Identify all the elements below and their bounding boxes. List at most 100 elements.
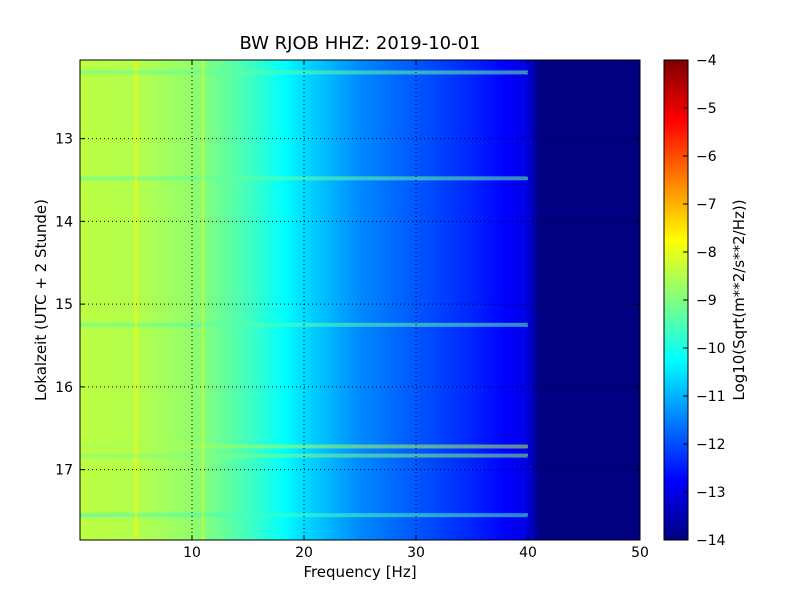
heatmap-column xyxy=(516,60,521,540)
heatmap-column xyxy=(334,60,339,540)
heatmap-column xyxy=(259,60,263,540)
heatmap-column xyxy=(589,60,593,540)
heatmap-column xyxy=(105,60,109,540)
heatmap-column xyxy=(194,60,199,540)
heatmap-column xyxy=(444,60,448,540)
x-tick-label: 20 xyxy=(295,545,313,561)
heatmap-column xyxy=(253,60,257,540)
heatmap-column xyxy=(477,60,481,540)
heatmap-column xyxy=(424,60,428,540)
heatmap-column xyxy=(290,60,294,540)
grid-lines xyxy=(80,60,640,540)
heatmap-column xyxy=(161,60,165,540)
heatmap-column xyxy=(491,60,495,540)
heatmap-column xyxy=(404,60,409,540)
heatmap-column xyxy=(320,60,325,540)
heatmap-column xyxy=(435,60,439,540)
heatmap-column xyxy=(418,60,423,540)
heatmap-column xyxy=(203,60,207,540)
heatmap-column xyxy=(102,60,106,540)
heatmap-column xyxy=(292,60,297,540)
heatmap-column xyxy=(94,60,98,540)
heatmap-column xyxy=(533,60,537,540)
heatmap-column xyxy=(172,60,176,540)
heatmap-frequency-lines xyxy=(135,60,205,540)
heatmap-column xyxy=(466,60,470,540)
heatmap-column xyxy=(374,60,378,540)
colorbar-tick-label: −12 xyxy=(696,437,726,453)
heatmap-column xyxy=(284,60,288,540)
heatmap-column xyxy=(430,60,434,540)
heatmap-column xyxy=(441,60,445,540)
heatmap-column xyxy=(351,60,355,540)
heatmap-column xyxy=(231,60,235,540)
heatmap-column xyxy=(455,60,459,540)
heatmap-column xyxy=(558,60,563,540)
heatmap-column xyxy=(469,60,473,540)
y-tick-label: 14 xyxy=(55,214,73,230)
heatmap-column xyxy=(150,60,154,540)
heatmap-column xyxy=(578,60,582,540)
heatmap-column xyxy=(217,60,221,540)
heatmap-column xyxy=(402,60,406,540)
heatmap-column xyxy=(368,60,372,540)
heatmap-column xyxy=(528,60,532,540)
heatmap-column xyxy=(256,60,260,540)
heatmap-column xyxy=(88,60,92,540)
heatmap-column xyxy=(304,60,308,540)
heatmap-column xyxy=(295,60,299,540)
heatmap-column xyxy=(189,60,193,540)
heatmap-column xyxy=(211,60,215,540)
heatmap-time-band xyxy=(80,176,528,181)
heatmap-column xyxy=(267,60,271,540)
heatmap-column xyxy=(595,60,599,540)
heatmap-column xyxy=(276,60,280,540)
heatmap-column xyxy=(242,60,246,540)
heatmap-column xyxy=(505,60,509,540)
heatmap-column xyxy=(609,60,613,540)
colorbar-tick-label: −11 xyxy=(696,389,726,405)
heatmap-column xyxy=(119,60,123,540)
x-tick-label: 50 xyxy=(631,545,649,561)
heatmap-column xyxy=(136,60,140,540)
heatmap-column xyxy=(122,60,126,540)
heatmap-column xyxy=(536,60,540,540)
heatmap-column xyxy=(390,60,395,540)
heatmap-column xyxy=(281,60,285,540)
heatmap-frequency-line xyxy=(202,60,205,540)
colorbar-ticks: −4 −5 −6 −7 −8 −9 −10 −11 −12 −13 −14 xyxy=(683,53,726,549)
heatmap-column xyxy=(158,60,162,540)
heatmap-column xyxy=(634,60,638,540)
heatmap-column xyxy=(200,60,204,540)
heatmap-column xyxy=(99,60,103,540)
heatmap-frequency-line xyxy=(135,60,137,540)
heatmap-column xyxy=(385,60,389,540)
x-tick-label: 10 xyxy=(183,545,201,561)
heatmap-column xyxy=(603,60,607,540)
heatmap-column xyxy=(544,60,549,540)
heatmap-column xyxy=(371,60,375,540)
heatmap-column xyxy=(197,60,201,540)
heatmap-column xyxy=(354,60,358,540)
heatmap-column xyxy=(228,60,232,540)
colorbar-tick-label: −8 xyxy=(696,245,717,261)
heatmap-column xyxy=(80,60,84,540)
heatmap-column xyxy=(186,60,190,540)
y-tick-label: 16 xyxy=(55,380,73,396)
y-tick-label: 15 xyxy=(55,297,73,313)
colorbar-label: Log10(Sqrt(m**2/s**2/Hz)) xyxy=(730,199,748,400)
heatmap-column xyxy=(175,60,179,540)
heatmap-column xyxy=(239,60,243,540)
heatmap-column xyxy=(264,60,269,540)
heatmap-column xyxy=(214,60,218,540)
heatmap-column xyxy=(337,60,341,540)
colorbar-tick-label: −9 xyxy=(696,293,717,309)
heatmap-column xyxy=(110,60,115,540)
heatmap-column xyxy=(396,60,400,540)
heatmap-column xyxy=(522,60,526,540)
heatmap-column xyxy=(365,60,369,540)
heatmap-column xyxy=(222,60,227,540)
heatmap-column xyxy=(155,60,159,540)
heatmap-column xyxy=(220,60,224,540)
